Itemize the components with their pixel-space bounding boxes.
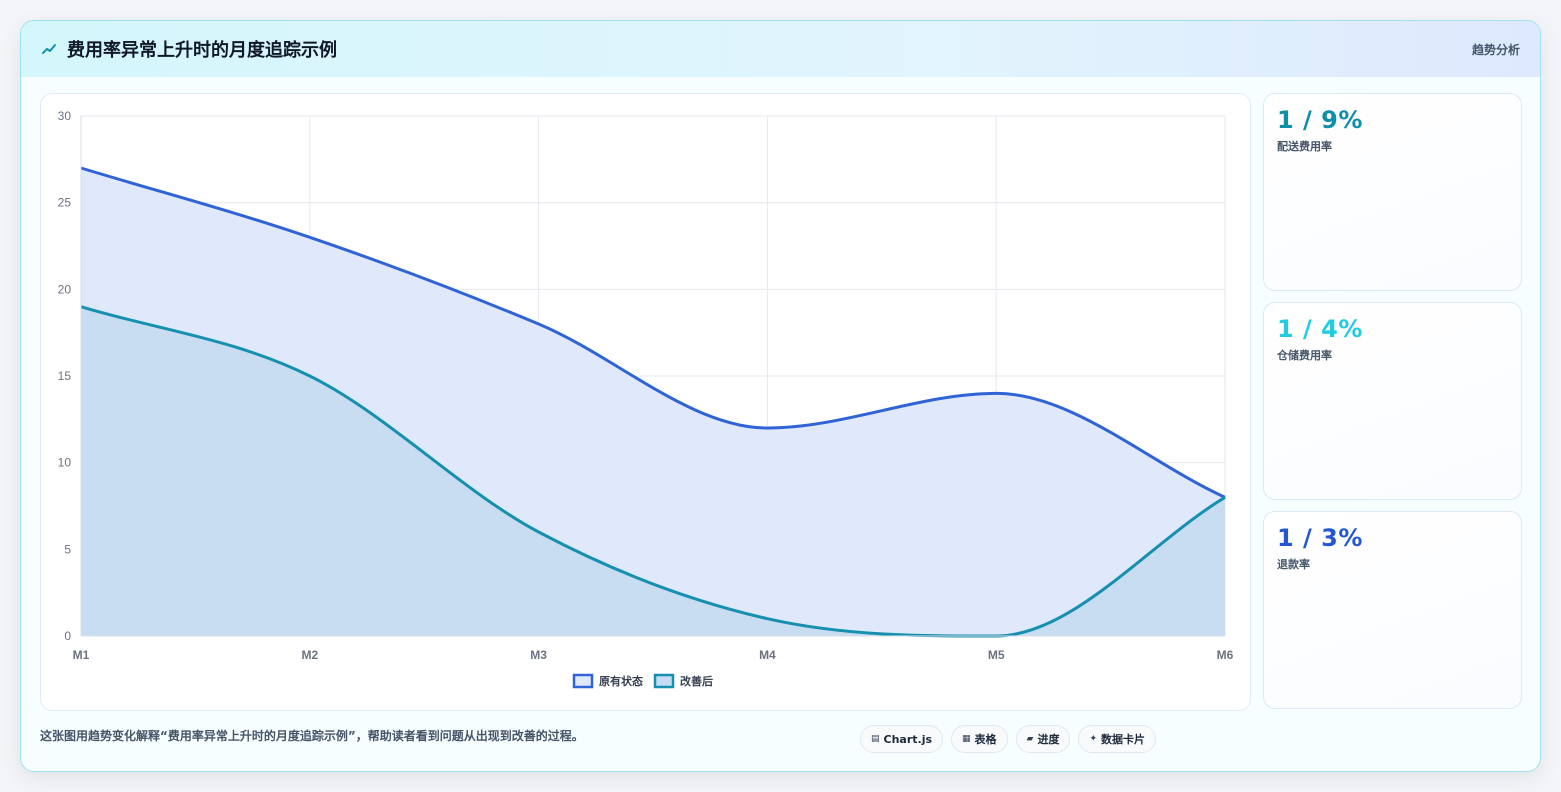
stat-value: 1 / 3% [1277, 524, 1363, 552]
y-tick-label: 30 [58, 109, 72, 123]
chart-icon: ▤ [871, 734, 880, 744]
sparkle-icon: ✦ [1089, 734, 1098, 744]
chip-data-card[interactable]: ✦ 数据卡片 [1078, 725, 1157, 753]
x-tick-label: M4 [759, 648, 776, 662]
y-tick-label: 15 [58, 369, 72, 383]
card-header: 费用率异常上升时的月度追踪示例 趋势分析 [21, 21, 1540, 77]
stat-label: 退款率 [1277, 558, 1310, 571]
stat-value: 1 / 4% [1277, 315, 1363, 343]
chip-label: 进度 [1037, 733, 1060, 746]
chip-label: 数据卡片 [1101, 733, 1146, 746]
legend-swatch-1 [653, 673, 675, 689]
chip-chartjs[interactable]: ▤ Chart.js [860, 725, 944, 753]
x-tick-label: M1 [73, 648, 90, 662]
trend-line-icon [42, 44, 56, 54]
y-tick-label: 0 [64, 629, 71, 643]
stat-label: 配送费用率 [1277, 140, 1332, 153]
stat-card-delivery: 1 / 9% 配送费用率 [1263, 93, 1522, 291]
chart-card: 费用率异常上升时的月度追踪示例 趋势分析 0 5 10 15 20 25 30 M1 M2 M3 M… [20, 20, 1541, 772]
stat-label: 仓储费用率 [1277, 349, 1332, 362]
legend-label-0: 原有状态 [599, 674, 643, 688]
stat-card-refund: 1 / 3% 退款率 [1263, 511, 1522, 709]
chip-table[interactable]: ▦ 表格 [951, 725, 1008, 753]
chip-progress[interactable]: ▰ 进度 [1015, 725, 1071, 753]
stat-card-warehouse: 1 / 4% 仓储费用率 [1263, 302, 1522, 500]
legend-label-1: 改善后 [680, 674, 713, 688]
chart-panel: 0 5 10 15 20 25 30 M1 M2 M3 M4 M5 M6 原有状态 改善后 [40, 93, 1251, 711]
stat-value: 1 / 9% [1277, 106, 1363, 134]
x-tick-label: M5 [988, 648, 1005, 662]
chip-label: 表格 [974, 733, 997, 746]
series-line-1 [80, 305, 1226, 638]
x-tick-label: M3 [530, 648, 547, 662]
series-area-1 [81, 306, 1225, 636]
progress-icon: ▰ [1026, 734, 1034, 744]
x-tick-label: M6 [1217, 648, 1234, 662]
y-tick-label: 25 [58, 196, 72, 210]
y-tick-label: 20 [58, 282, 72, 296]
area-chart: 0 5 10 15 20 25 30 M1 M2 M3 M4 M5 M6 原有状态 改善后 [58, 109, 1234, 689]
series-line-0 [80, 166, 1226, 499]
chip-group: ▤ Chart.js ▦ 表格 ▰ 进度 ✦ 数据卡片 [860, 725, 1157, 753]
page-title: 费用率异常上升时的月度追踪示例 [67, 40, 337, 61]
y-tick-label: 10 [58, 456, 72, 470]
chart-caption: 这张图用趋势变化解释“费用率异常上升时的月度追踪示例”，帮助读者看到问题从出现到… [40, 729, 584, 743]
x-tick-label: M2 [301, 648, 318, 662]
chip-label: Chart.js [883, 732, 933, 746]
y-tick-label: 5 [64, 542, 71, 556]
legend-swatch-0 [572, 673, 594, 689]
header-tag: 趋势分析 [1471, 42, 1520, 57]
title-wrap: 费用率异常上升时的月度追踪示例 [41, 36, 337, 62]
table-icon: ▦ [962, 734, 971, 744]
